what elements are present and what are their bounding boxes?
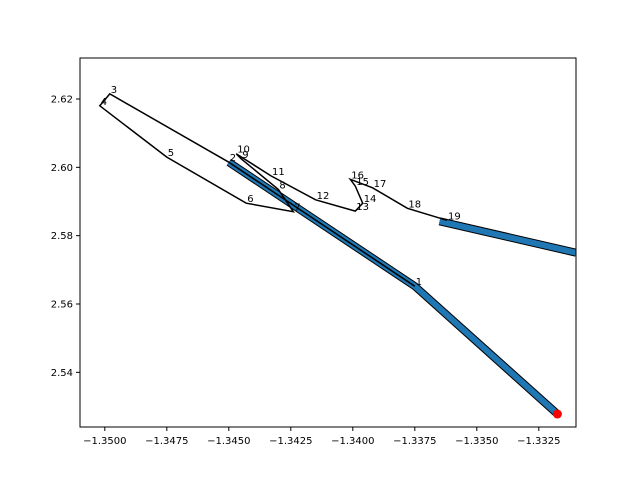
- x-axis: −1.3500 −1.3475 −1.3450 −1.3425 −1.3400 −1.33…: [83, 427, 560, 447]
- point-label-2: 2: [230, 153, 236, 164]
- x-tick-label: −1.3425: [269, 436, 312, 447]
- x-tick-label: −1.3475: [145, 436, 188, 447]
- point-label-1: 1: [416, 277, 422, 288]
- trajectory-line: [98, 92, 448, 287]
- x-tick-label: −1.3375: [393, 436, 436, 447]
- plot-frame: [79, 57, 577, 428]
- point-label-16: 16: [351, 170, 364, 181]
- point-label-17: 17: [374, 179, 387, 190]
- point-label-8: 8: [279, 181, 285, 192]
- point-label-12: 12: [317, 191, 330, 202]
- point-label-19: 19: [448, 211, 461, 222]
- start-marker: [552, 409, 562, 419]
- y-tick-label: 2.54: [51, 368, 73, 379]
- y-tick-label: 2.56: [51, 300, 73, 311]
- plot-area: [98, 92, 576, 419]
- y-axis: 2.54 2.56 2.58 2.60 2.62: [51, 95, 80, 379]
- trajectory-tail-band: [438, 218, 576, 256]
- x-tick-label: −1.3350: [455, 436, 498, 447]
- point-label-6: 6: [247, 194, 253, 205]
- point-label-9: 9: [242, 150, 248, 161]
- y-tick-label: 2.62: [51, 95, 73, 106]
- point-label-10: 10: [237, 145, 250, 156]
- point-label-18: 18: [408, 199, 421, 210]
- x-tick-label: −1.3400: [331, 436, 374, 447]
- y-tick-label: 2.60: [51, 163, 73, 174]
- point-label-14: 14: [364, 194, 377, 205]
- y-tick-label: 2.58: [51, 231, 73, 242]
- point-label-15: 15: [356, 177, 369, 188]
- x-tick-label: −1.3450: [207, 436, 250, 447]
- point-label-13: 13: [356, 202, 369, 213]
- point-label-5: 5: [168, 148, 174, 159]
- x-tick-label: −1.3500: [83, 436, 126, 447]
- point-label-11: 11: [272, 167, 285, 178]
- point-label-7: 7: [294, 203, 300, 214]
- x-tick-label: −1.3325: [517, 436, 560, 447]
- point-label-3: 3: [111, 85, 117, 96]
- point-label-4: 4: [101, 97, 107, 108]
